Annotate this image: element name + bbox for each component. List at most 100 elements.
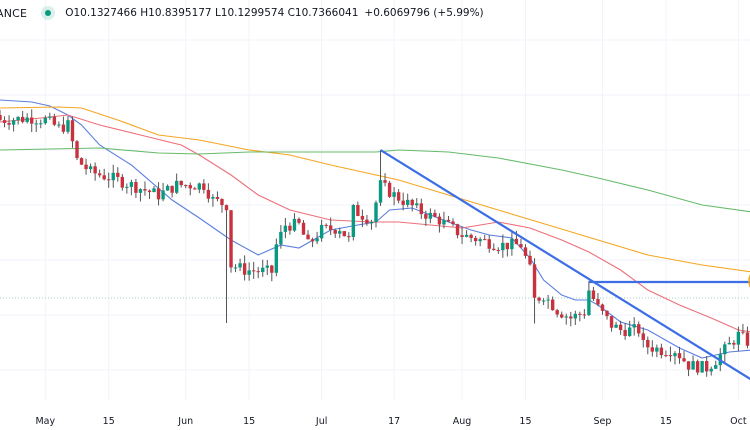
candle-body: [618, 324, 623, 331]
candle-body: [691, 361, 695, 370]
drawings[interactable]: [379, 149, 750, 381]
candle-body: [442, 219, 446, 225]
candle-body: [614, 324, 618, 328]
x-tick-label: Jul: [315, 416, 327, 427]
candle-body: [174, 180, 179, 193]
candle-body: [2, 120, 7, 123]
candle-body: [161, 190, 165, 200]
candle-body: [315, 238, 319, 242]
price-change: +0.6069796 (+5.99%): [364, 7, 484, 19]
candle-body: [301, 222, 306, 235]
candle-body: [138, 189, 143, 193]
candle-body: [541, 300, 546, 302]
candle-body: [415, 203, 419, 206]
candle-body: [120, 176, 125, 188]
candle-body: [84, 164, 88, 170]
candle-body: [569, 316, 573, 319]
candle-body: [478, 239, 482, 242]
candle-body: [43, 117, 47, 124]
candle-body: [75, 141, 79, 159]
candle-body: [238, 263, 242, 268]
candle-body: [560, 314, 564, 318]
candle-body: [591, 290, 596, 300]
x-tick-label: Sep: [594, 416, 612, 427]
candle-body: [673, 353, 677, 357]
symbol-name[interactable]: ANCE: [0, 6, 28, 20]
candle-body: [7, 122, 11, 125]
candle-body: [292, 218, 297, 231]
candle-body: [351, 204, 356, 237]
candle-body: [116, 172, 120, 177]
moving-averages: [0, 99, 750, 359]
x-axis: May 15 Jun 15 Jul 17 Aug 15 Sep 15 Oct: [35, 416, 746, 427]
candle-body: [256, 271, 260, 273]
candle-body: [433, 212, 437, 217]
candle-body: [283, 225, 288, 232]
candle-body: [401, 200, 405, 205]
candle-body: [646, 339, 650, 348]
candle-body: [410, 199, 414, 206]
candle-body: [582, 314, 587, 316]
ma-line-ma-fast: [0, 99, 750, 359]
candle-body: [664, 355, 668, 357]
x-tick-label: Oct: [730, 416, 747, 427]
ohlc-values: O10.1327466 H10.8395177 L10.1299574 C10.…: [65, 7, 359, 19]
x-tick-label: 15: [243, 416, 255, 427]
candle-body: [704, 361, 709, 372]
candle-body: [695, 361, 700, 373]
candle-body: [659, 347, 664, 356]
candle-body: [297, 218, 301, 223]
candle-body: [52, 116, 57, 125]
candle-body: [682, 358, 686, 362]
candle-body: [723, 344, 727, 355]
candle-body: [39, 123, 43, 125]
candle-body: [523, 247, 528, 256]
candle-body: [143, 189, 147, 191]
candle-body: [668, 355, 673, 357]
candle-body: [274, 244, 279, 273]
candle-body: [20, 116, 25, 122]
candle-body: [383, 180, 387, 183]
candle-body: [66, 120, 70, 132]
candle-body: [197, 183, 202, 190]
candle-body: [374, 202, 378, 222]
candle-body: [152, 188, 156, 193]
candle-body: [419, 203, 423, 215]
candles: [0, 109, 750, 377]
candle-body: [365, 219, 369, 224]
candle-body: [220, 198, 224, 206]
ma-line-ma-slow: [0, 106, 750, 273]
candle-body: [193, 188, 197, 190]
candle-body: [637, 324, 641, 334]
candle-body: [501, 242, 505, 251]
candle-body: [537, 297, 541, 301]
candle-body: [338, 231, 342, 234]
candle-body: [360, 215, 365, 220]
candle-body: [550, 299, 555, 311]
candle-body: [88, 166, 93, 170]
candle-body: [437, 216, 442, 225]
candle-body: [170, 185, 174, 193]
candle-body: [184, 185, 188, 187]
candle-body: [306, 234, 310, 240]
candle-body: [487, 239, 491, 249]
candle-body: [242, 263, 247, 275]
candle-body: [469, 234, 473, 238]
candle-body: [347, 236, 351, 238]
candle-body: [247, 270, 251, 275]
candle-body: [111, 172, 115, 181]
candle-body: [147, 190, 152, 193]
candle-body: [451, 221, 455, 225]
candle-body: [229, 210, 233, 268]
candle-body: [107, 179, 111, 181]
candle-body: [600, 304, 605, 311]
candle-body: [129, 182, 134, 187]
candle-body: [623, 330, 627, 337]
x-tick-label: 15: [519, 416, 531, 427]
candle-body: [741, 331, 745, 333]
candle-body: [505, 242, 510, 250]
market-status-icon: [45, 10, 52, 16]
candle-body: [79, 158, 84, 165]
candle-body: [206, 189, 211, 199]
